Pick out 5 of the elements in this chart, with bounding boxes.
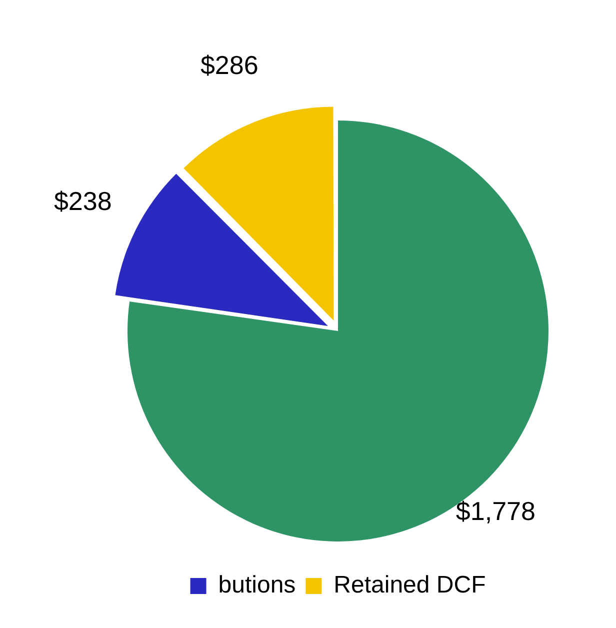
data-label: $286 bbox=[200, 50, 258, 80]
data-label: $238 bbox=[54, 186, 112, 216]
legend-label: Retained DCF bbox=[334, 572, 486, 599]
data-label: $1,778 bbox=[456, 496, 536, 526]
legend-label: butions bbox=[218, 572, 296, 599]
